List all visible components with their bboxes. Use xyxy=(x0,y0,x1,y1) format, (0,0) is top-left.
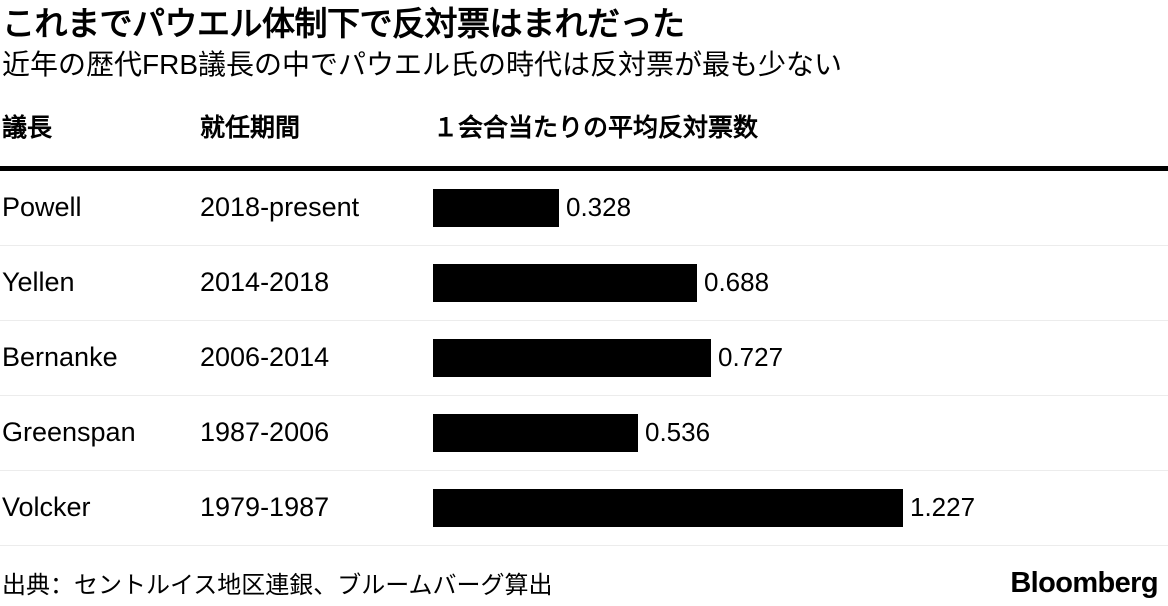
table-row-yellen: Yellen 2014-2018 0.688 xyxy=(0,246,1168,321)
table-row-greenspan: Greenspan 1987-2006 0.536 xyxy=(0,396,1168,471)
column-header-tenure: 就任期間 xyxy=(200,113,301,142)
tenure-range: 1987-2006 xyxy=(200,417,330,448)
dissent-bar xyxy=(433,488,903,527)
bar-cell: 1.227 xyxy=(433,488,1168,527)
source-note: 出典：セントルイス地区連銀、ブルームバーグ算出 xyxy=(2,571,553,599)
bar-cell: 0.688 xyxy=(433,263,1168,302)
dissent-bar xyxy=(433,188,559,227)
chart-footer: 出典：セントルイス地区連銀、ブルームバーグ算出 Bloomberg xyxy=(0,546,1168,600)
column-header-avg-dissents: １会合当たりの平均反対票数 xyxy=(433,113,759,142)
bar-value-label: 1.227 xyxy=(910,492,976,523)
dissent-bar xyxy=(433,413,638,452)
dissent-bar xyxy=(433,338,711,377)
chair-name: Yellen xyxy=(2,267,75,298)
bar-value-label: 0.727 xyxy=(718,342,784,373)
chair-name: Greenspan xyxy=(2,417,136,448)
dissent-bar xyxy=(433,263,697,302)
chart-title: これまでパウエル体制下で反対票はまれだった xyxy=(2,5,685,42)
tenure-range: 2018-present xyxy=(200,192,360,223)
bar-value-label: 0.688 xyxy=(704,267,770,298)
bar-cell: 0.328 xyxy=(433,188,1168,227)
tenure-range: 2014-2018 xyxy=(200,267,330,298)
table-row-powell: Powell 2018-present 0.328 xyxy=(0,171,1168,246)
tenure-range: 2006-2014 xyxy=(200,342,330,373)
table-row-volcker: Volcker 1979-1987 1.227 xyxy=(0,471,1168,546)
bar-value-label: 0.536 xyxy=(645,417,711,448)
chart-subtitle: 近年の歴代FRB議長の中でパウエル氏の時代は反対票が最も少ない xyxy=(2,48,843,80)
chair-name: Volcker xyxy=(2,492,91,523)
tenure-range: 1979-1987 xyxy=(200,492,330,523)
chair-name: Bernanke xyxy=(2,342,118,373)
column-header-chair: 議長 xyxy=(2,113,53,142)
bar-cell: 0.536 xyxy=(433,413,1168,452)
bar-cell: 0.727 xyxy=(433,338,1168,377)
table-row-bernanke: Bernanke 2006-2014 0.727 xyxy=(0,321,1168,396)
bar-value-label: 0.328 xyxy=(566,192,632,223)
bloomberg-logo: Bloomberg xyxy=(1010,566,1158,599)
table-header-row: 議長 就任期間 １会合当たりの平均反対票数 xyxy=(0,82,1168,171)
chair-name: Powell xyxy=(2,192,82,223)
